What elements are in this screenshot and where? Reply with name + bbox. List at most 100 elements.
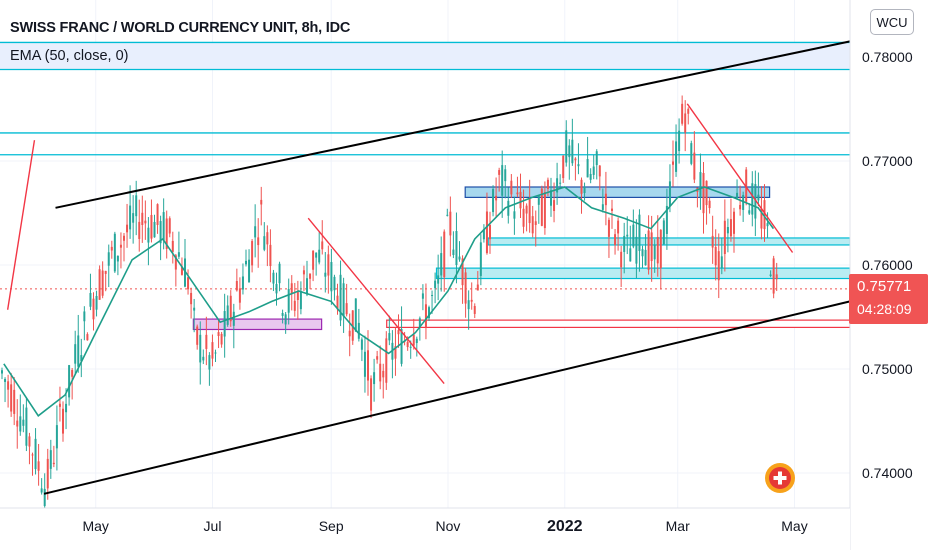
candle-body	[476, 284, 479, 291]
candle-body	[382, 370, 385, 378]
candle-body	[711, 235, 714, 248]
candle-body	[409, 346, 412, 348]
candle-body	[546, 179, 549, 189]
candle-body	[116, 255, 119, 262]
candle-body	[437, 275, 440, 284]
candle-body	[202, 356, 205, 361]
candle-body	[1, 370, 3, 374]
x-tick-label: Mar	[666, 518, 690, 534]
candle-body	[672, 161, 674, 165]
candle-body	[733, 211, 735, 234]
candle-body	[165, 218, 168, 249]
candle-body	[156, 204, 159, 225]
candle-body	[370, 378, 373, 411]
candle-body	[86, 334, 89, 341]
candle-body	[43, 488, 46, 506]
candle-body	[632, 224, 635, 247]
candle-body	[540, 188, 543, 226]
x-tick-label: May	[82, 518, 108, 534]
candle-body	[464, 272, 467, 304]
candle-body	[659, 229, 662, 269]
candle-body	[522, 208, 525, 227]
candle-body	[376, 356, 379, 360]
candle-body	[339, 274, 342, 321]
candle-body	[318, 249, 321, 263]
candle-body	[214, 352, 217, 354]
candle-body	[62, 408, 64, 434]
candle-body	[748, 210, 751, 214]
candle-body	[507, 200, 510, 216]
candle-body	[504, 169, 507, 182]
candle-body	[421, 293, 424, 299]
candle-body	[775, 274, 778, 280]
channel-upper-line	[55, 40, 851, 209]
x-tick-label: Nov	[436, 518, 461, 534]
candle-body	[40, 488, 43, 493]
candle-body	[272, 272, 275, 284]
candle-body	[269, 244, 272, 267]
candle-body	[205, 334, 208, 349]
candle-body	[168, 218, 171, 234]
candle-body	[516, 192, 519, 195]
candle-body	[614, 234, 617, 245]
candle-body	[452, 249, 455, 255]
zone-box-red	[386, 319, 851, 328]
candle-body	[440, 253, 443, 276]
candle-body	[180, 266, 183, 275]
candle-body	[119, 244, 122, 248]
last-price-value: 0.75771	[857, 278, 912, 295]
candle-body	[281, 312, 284, 316]
candle-body	[662, 220, 665, 245]
candle-body	[601, 204, 604, 210]
candle-body	[470, 299, 473, 302]
candle-body	[138, 221, 141, 239]
candle-body	[687, 108, 690, 114]
candle-body	[348, 330, 351, 337]
candle-body	[702, 173, 705, 214]
candle-body	[489, 224, 491, 240]
candle-body	[266, 232, 269, 245]
candle-body	[177, 252, 180, 257]
candle-body	[458, 256, 461, 260]
candle-body	[257, 237, 260, 246]
candle-body	[571, 139, 574, 164]
candle-body	[104, 270, 107, 274]
candle-body	[418, 318, 421, 327]
candle-body	[568, 145, 571, 158]
candle-body	[287, 289, 290, 313]
indicator-legend[interactable]: EMA (50, close, 0)	[10, 48, 129, 64]
candle-body	[604, 193, 607, 206]
candle-body	[556, 178, 559, 193]
candle-body	[275, 284, 278, 294]
time-axis-bg	[0, 508, 850, 550]
candle-body	[406, 341, 409, 348]
candle-body	[656, 236, 659, 264]
candle-body	[617, 220, 620, 234]
candle-body	[254, 226, 257, 238]
y-tick-label: 0.78000	[862, 49, 913, 65]
candle-body	[501, 165, 504, 196]
x-tick-label: 2022	[547, 518, 583, 535]
candle-body	[147, 227, 150, 243]
candle-body	[306, 278, 308, 295]
y-tick-label: 0.75000	[862, 361, 913, 377]
candle-body	[290, 283, 293, 294]
candle-body	[95, 296, 98, 310]
candle-body	[708, 200, 711, 209]
channel-lower-line	[43, 300, 851, 495]
candle-body	[400, 329, 403, 364]
currency-badge[interactable]: WCU	[870, 9, 914, 35]
candle-body	[333, 276, 336, 291]
candle-body	[641, 249, 644, 257]
candle-body	[324, 272, 327, 277]
candle-body	[190, 292, 193, 305]
bar-countdown: 04:28:09	[857, 301, 912, 317]
candle-body	[34, 438, 37, 470]
candle-body	[638, 214, 641, 251]
candle-body	[449, 211, 452, 236]
candle-body	[577, 164, 580, 167]
candle-body	[159, 221, 162, 244]
candle-body	[553, 200, 556, 211]
candle-body	[431, 294, 434, 296]
